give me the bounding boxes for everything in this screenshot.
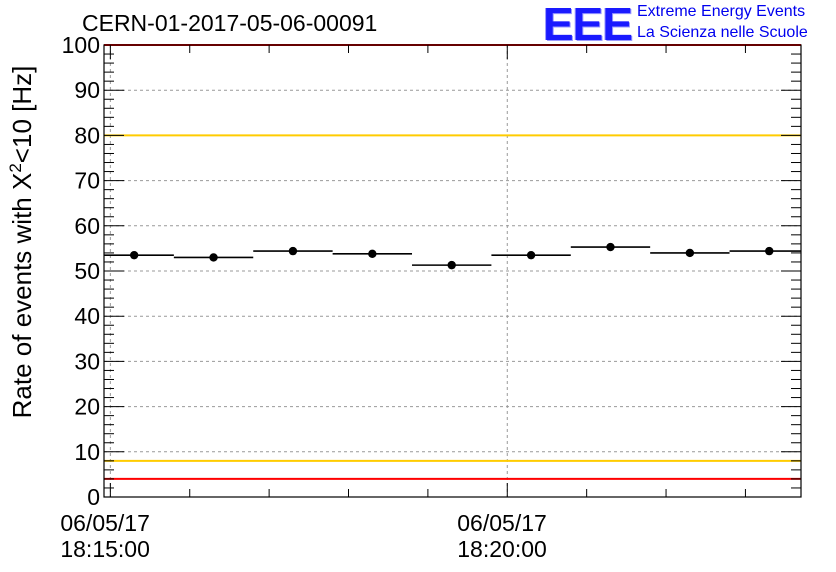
y-axis-label-sup: 2 bbox=[6, 163, 26, 173]
data-point bbox=[526, 250, 536, 260]
x-tick-label-date: 06/05/17 bbox=[457, 510, 547, 536]
x-tick-label-time: 18:15:00 bbox=[60, 536, 150, 562]
y-axis-label-prefix: Rate of events with X bbox=[6, 172, 37, 419]
y-tick-label: 0 bbox=[87, 484, 100, 510]
x-tick-label-date: 06/05/17 bbox=[60, 510, 150, 536]
data-point bbox=[685, 248, 695, 258]
y-tick-label: 50 bbox=[74, 258, 100, 284]
data-point bbox=[765, 246, 774, 256]
data-point bbox=[129, 250, 139, 260]
chart-title: CERN-01-2017-05-06-00091 bbox=[82, 10, 378, 36]
y-tick-label: 100 bbox=[62, 32, 100, 58]
y-tick-label: 80 bbox=[74, 122, 100, 148]
y-tick-label: 70 bbox=[74, 168, 100, 194]
y-tick-label: 30 bbox=[74, 348, 100, 374]
eee-logo: EEE bbox=[543, 0, 633, 50]
logo-line-1: Extreme Energy Events bbox=[637, 3, 806, 20]
data-point bbox=[209, 253, 218, 262]
y-tick-label: 20 bbox=[74, 394, 100, 420]
y-tick-label: 10 bbox=[74, 439, 100, 465]
logo-line-2: La Scienza nelle Scuole bbox=[637, 24, 808, 41]
y-tick-label: 60 bbox=[74, 213, 100, 239]
y-tick-label: 40 bbox=[74, 303, 100, 329]
y-tick-label: 90 bbox=[74, 77, 100, 103]
y-axis-label-suffix: <10 [Hz] bbox=[6, 65, 37, 164]
data-point bbox=[606, 242, 615, 252]
x-tick-label-time: 18:20:00 bbox=[457, 536, 547, 562]
data-point bbox=[288, 246, 298, 256]
data-point bbox=[368, 249, 377, 259]
data-point bbox=[447, 260, 456, 270]
